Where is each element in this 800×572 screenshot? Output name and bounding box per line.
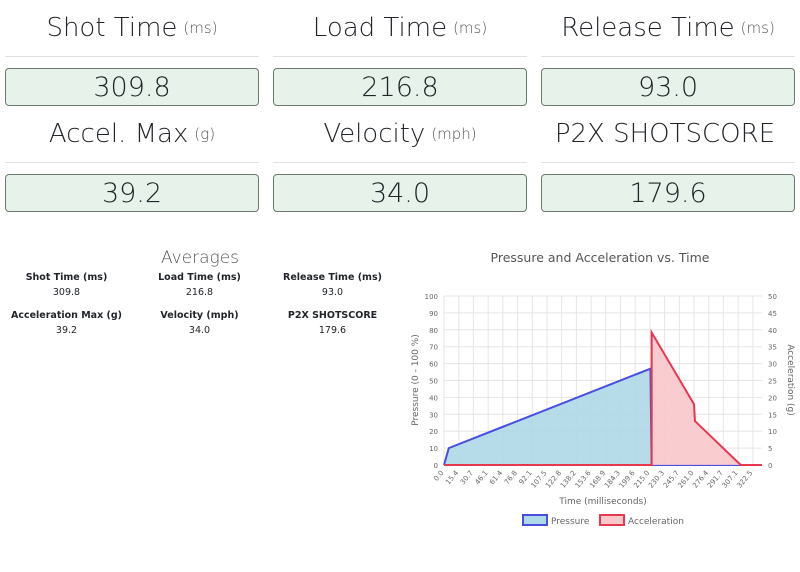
y2-tick-label: 15 [768,411,777,419]
stat-unit: (ms) [740,19,775,37]
series-line-acceleration [444,328,762,466]
y-tick-label: 0 [434,462,438,470]
stat-label: Shot Time [46,13,178,43]
y2-axis-label: Acceleration (g) [785,344,795,416]
y-axis-label: Pressure (0 - 100 %) [411,334,421,426]
y2-tick-label: 35 [768,344,777,352]
series-area-acceleration [444,332,762,465]
average-value: 93.0 [321,287,344,298]
stat-unit: (ms) [183,19,218,37]
y2-tick-label: 45 [768,310,777,318]
stat-value: 93.0 [541,68,795,106]
y2-tick-label: 0 [768,462,772,470]
y-tick-label: 20 [429,428,438,436]
stat-card: Load Time (ms) 216.8 [273,0,527,106]
stat-label: Release Time [561,13,735,43]
stat-unit: (g) [194,125,216,143]
y2-tick-label: 50 [768,293,777,301]
average-value: 309.8 [52,287,81,298]
x-tick-label: 61.4 [488,469,504,487]
y2-tick-label: 5 [768,445,772,453]
stat-title: Release Time (ms) [541,0,795,57]
series-area-pressure [444,368,762,465]
x-tick-label: 76.8 [503,469,519,486]
x-tick-label: 46.1 [474,469,490,486]
pressure-acceleration-chart: Pressure and Acceleration vs. Time 0 0 10 5 2… [411,250,795,527]
chart-title: Pressure and Acceleration vs. Time [491,250,710,265]
stat-title: Load Time (ms) [273,0,527,57]
stat-card: Velocity (mph) 34.0 [273,106,527,212]
stat-title: Velocity (mph) [273,106,527,163]
y-tick-label: 10 [429,445,438,453]
stat-card: P2X SHOTSCORE 179.6 [541,106,795,212]
stat-card: Release Time (ms) 93.0 [541,0,795,106]
average-value: 39.2 [55,325,78,336]
y-tick-label: 80 [429,327,438,335]
legend-swatch [522,514,548,526]
stats-cards: Shot Time (ms) 309.8 Load Time (ms) 216.8 Rele… [5,0,795,212]
average-label: Release Time (ms) [283,272,382,283]
averages-title: Averages [160,248,240,268]
stat-card: Accel. Max (g) 39.2 [5,106,259,212]
average-item: P2X SHOTSCORE 179.6 [266,310,399,336]
stat-value: 216.8 [273,68,527,106]
stat-label: Velocity [323,119,426,149]
average-item: Acceleration Max (g) 39.2 [0,310,133,336]
y-tick-label: 30 [429,411,438,419]
y-tick-label: 70 [429,344,438,352]
stat-value: 179.6 [541,174,795,212]
average-item: Shot Time (ms) 309.8 [0,272,133,298]
average-item: Release Time (ms) 93.0 [266,272,399,298]
average-item: Velocity (mph) 34.0 [133,310,266,336]
y-tick-label: 60 [429,361,438,369]
y-tick-label: 90 [429,310,438,318]
y-tick-label: 100 [425,293,438,301]
average-label: Load Time (ms) [158,272,241,283]
average-item: Load Time (ms) 216.8 [133,272,266,298]
x-tick-label: 15.4 [444,469,460,487]
stat-unit: (ms) [453,19,488,37]
stat-title: Accel. Max (g) [5,106,259,163]
x-axis-label: Time (milliseconds) [558,497,646,507]
average-label: Shot Time (ms) [25,272,108,283]
x-tick-label: 30.7 [459,469,475,486]
averages-panel: Averages Shot Time (ms) 309.8 Load Time (m… [0,248,400,336]
y2-tick-label: 10 [768,428,777,436]
y2-tick-label: 20 [768,394,777,402]
stat-value: 39.2 [5,174,259,212]
y2-tick-label: 30 [768,361,777,369]
average-value: 216.8 [185,287,214,298]
stat-value: 34.0 [273,174,527,212]
x-tick-label: 322.5 [735,469,754,489]
legend-swatch [599,514,625,526]
y2-tick-label: 40 [768,327,777,335]
stat-label: Load Time [312,13,448,43]
y2-tick-label: 25 [768,378,777,386]
stat-unit: (mph) [431,125,477,143]
average-value: 179.6 [318,325,347,336]
stat-value: 309.8 [5,68,259,106]
legend-label: Acceleration [628,517,684,527]
stat-label: P2X SHOTSCORE [554,119,776,149]
stat-title: Shot Time (ms) [5,0,259,57]
average-value: 34.0 [188,325,211,336]
y-tick-label: 50 [429,378,438,386]
stat-label: Accel. Max [48,119,189,149]
average-label: P2X SHOTSCORE [287,310,378,321]
legend-label: Pressure [551,517,590,527]
stat-title: P2X SHOTSCORE [541,106,795,163]
y-tick-label: 40 [429,394,438,402]
average-label: Acceleration Max (g) [10,310,123,321]
stat-card: Shot Time (ms) 309.8 [5,0,259,106]
average-label: Velocity (mph) [160,310,239,321]
